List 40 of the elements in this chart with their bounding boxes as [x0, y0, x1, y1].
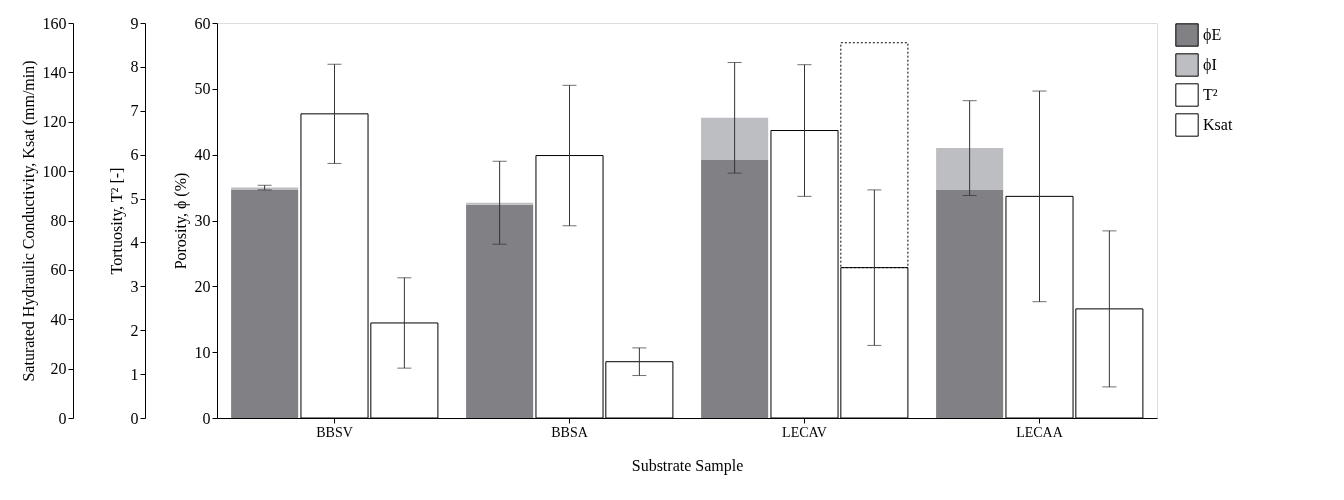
y3-tick-label: 6 [130, 146, 139, 164]
y-tick-label: 30 [194, 212, 211, 229]
y-tick-label: 20 [194, 277, 211, 295]
y-axis-title: Porosity, ϕ (%) [171, 172, 190, 270]
y2-axis-title: Saturated Hydraulic Conductivity, Ksat (mm/min) [19, 60, 38, 382]
y3-tick-label: 2 [130, 321, 139, 339]
legend-label: T² [1203, 86, 1218, 103]
y2-tick-label: 140 [42, 63, 67, 81]
y3-tick-label: 8 [130, 58, 139, 76]
bar [936, 148, 1004, 190]
y-tick-label: 50 [194, 80, 211, 98]
x-tick-label: LECAV [782, 424, 827, 440]
y2-tick-label: 100 [42, 162, 67, 180]
y2-tick-label: 0 [58, 409, 67, 427]
legend-label: Ksat [1203, 116, 1233, 133]
y2-tick-label: 40 [50, 310, 67, 328]
y-tick-label: 40 [194, 146, 211, 164]
x-axis-title: Substrate Sample [631, 456, 744, 475]
y3-tick-label: 9 [130, 14, 139, 32]
y-tick-label: 0 [202, 409, 211, 427]
y3-tick-label: 0 [130, 409, 139, 427]
y3-tick-label: 3 [130, 277, 139, 295]
y2-tick-label: 60 [50, 261, 67, 279]
y3-tick-label: 1 [130, 365, 139, 383]
bar [701, 117, 769, 160]
legend-label: ϕE [1203, 26, 1222, 44]
x-tick-label: BBSA [551, 424, 589, 440]
y3-tick-label: 4 [130, 233, 139, 251]
y2-tick-label: 80 [50, 212, 67, 229]
y3-tick-label: 7 [130, 102, 139, 120]
y3-tick-label: 5 [130, 190, 139, 208]
y2-tick-label: 120 [42, 113, 67, 131]
x-tick-label: BBSV [316, 424, 353, 440]
y2-tick-label: 160 [42, 14, 67, 32]
y2-tick-label: 20 [50, 360, 67, 378]
y-tick-label: 60 [194, 14, 211, 32]
x-tick-label: LECAA [1016, 424, 1064, 440]
y-tick-label: 10 [194, 343, 211, 361]
legend-label: ϕI [1203, 56, 1217, 74]
y3-axis-title: Tortuosity, T² [-] [107, 167, 126, 275]
